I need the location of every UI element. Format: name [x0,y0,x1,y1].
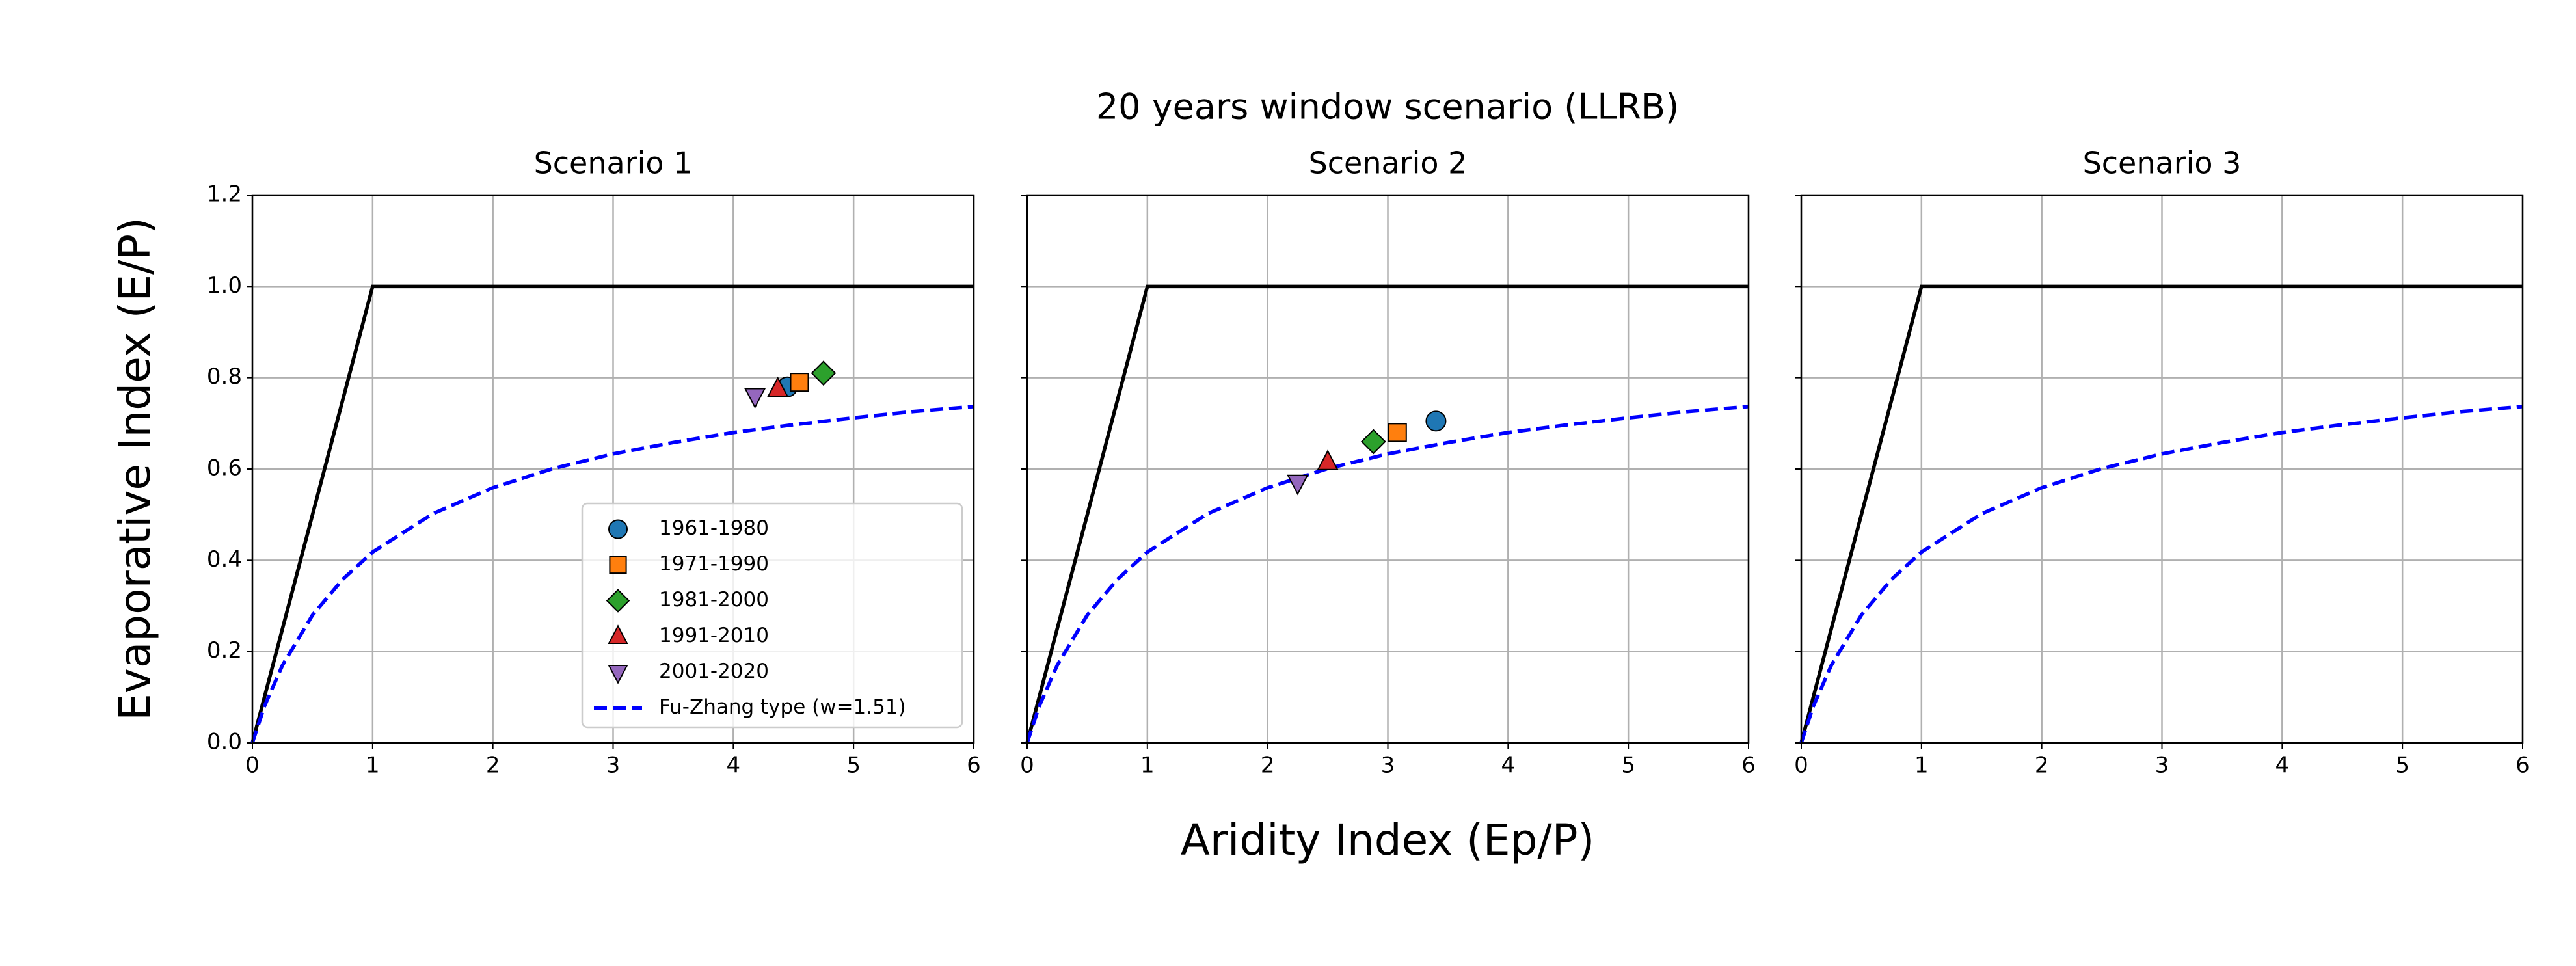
legend-marker [608,624,628,644]
legend-label: Fu-Zhang type (w=1.51) [659,695,906,719]
legend-marker [606,589,630,613]
x-tick-label: 5 [1621,753,1635,779]
x-tick-label: 0 [1020,753,1034,779]
y-tick-label: 0.2 [207,637,242,664]
y-tick-label: 1.0 [207,273,242,299]
scatter-point [1360,429,1386,455]
x-tick-label: 5 [846,753,861,779]
legend-marker [609,556,627,574]
x-tick-label: 1 [1140,753,1155,779]
x-tick-label: 3 [2155,753,2169,779]
x-tick-label: 2 [1261,753,1275,779]
legend-label: 1991-2010 [659,624,769,647]
x-tick-label: 0 [245,753,260,779]
x-tick-label: 2 [2035,753,2049,779]
scatter-point [1287,474,1309,496]
x-tick-label: 4 [727,753,741,779]
x-tick-label: 5 [2395,753,2409,779]
scatter-point [767,376,789,397]
x-tick-label: 2 [486,753,500,779]
x-tick-label: 3 [606,753,621,779]
x-tick-label: 4 [1501,753,1516,779]
energy-water-limit [250,284,974,744]
y-tick-label: 1.2 [207,181,242,208]
x-tick-label: 4 [2275,753,2290,779]
legend-box [581,502,963,729]
fu-zhang-curve [250,405,974,744]
fu-zhang-curve [1799,405,2523,744]
x-axis-label: Aridity Index (Ep/P) [1181,815,1595,865]
legend-label: 1981-2000 [659,588,769,611]
y-tick-label: 0.6 [207,455,242,481]
legend-label: 1961-1980 [659,517,769,540]
subplot-title: Scenario 1 [534,146,693,181]
energy-water-limit [1025,284,1749,744]
scatter-point [1317,449,1339,470]
y-axis-label: Evaporative Index (E/P) [110,217,160,721]
legend-label: 1971-1990 [659,552,769,576]
x-tick-label: 3 [1381,753,1395,779]
subplot-title: Scenario 2 [1309,146,1468,181]
plot-frame [1800,194,2524,744]
y-tick-label: 0.8 [207,364,242,390]
scatter-point [1425,410,1447,432]
y-tick-label: 0.4 [207,546,242,572]
plot-frame [1026,194,1750,744]
x-tick-label: 0 [1794,753,1808,779]
legend-label: 2001-2020 [659,660,769,683]
y-tick-label: 0.0 [207,729,242,755]
x-tick-label: 6 [2516,753,2530,779]
subplot-title: Scenario 3 [2083,146,2242,181]
scatter-point [811,360,837,386]
energy-water-limit [1799,284,2523,744]
x-tick-label: 6 [1741,753,1756,779]
x-tick-label: 6 [967,753,981,779]
x-tick-label: 1 [1914,753,1929,779]
scatter-point [790,373,809,392]
x-tick-label: 1 [366,753,380,779]
figure-title: 20 years window scenario (LLRB) [1096,87,1679,127]
scatter-point [744,388,766,409]
legend-marker [608,519,628,539]
legend-marker [608,665,628,684]
scatter-point [1388,423,1407,442]
plot-frame [251,194,975,744]
